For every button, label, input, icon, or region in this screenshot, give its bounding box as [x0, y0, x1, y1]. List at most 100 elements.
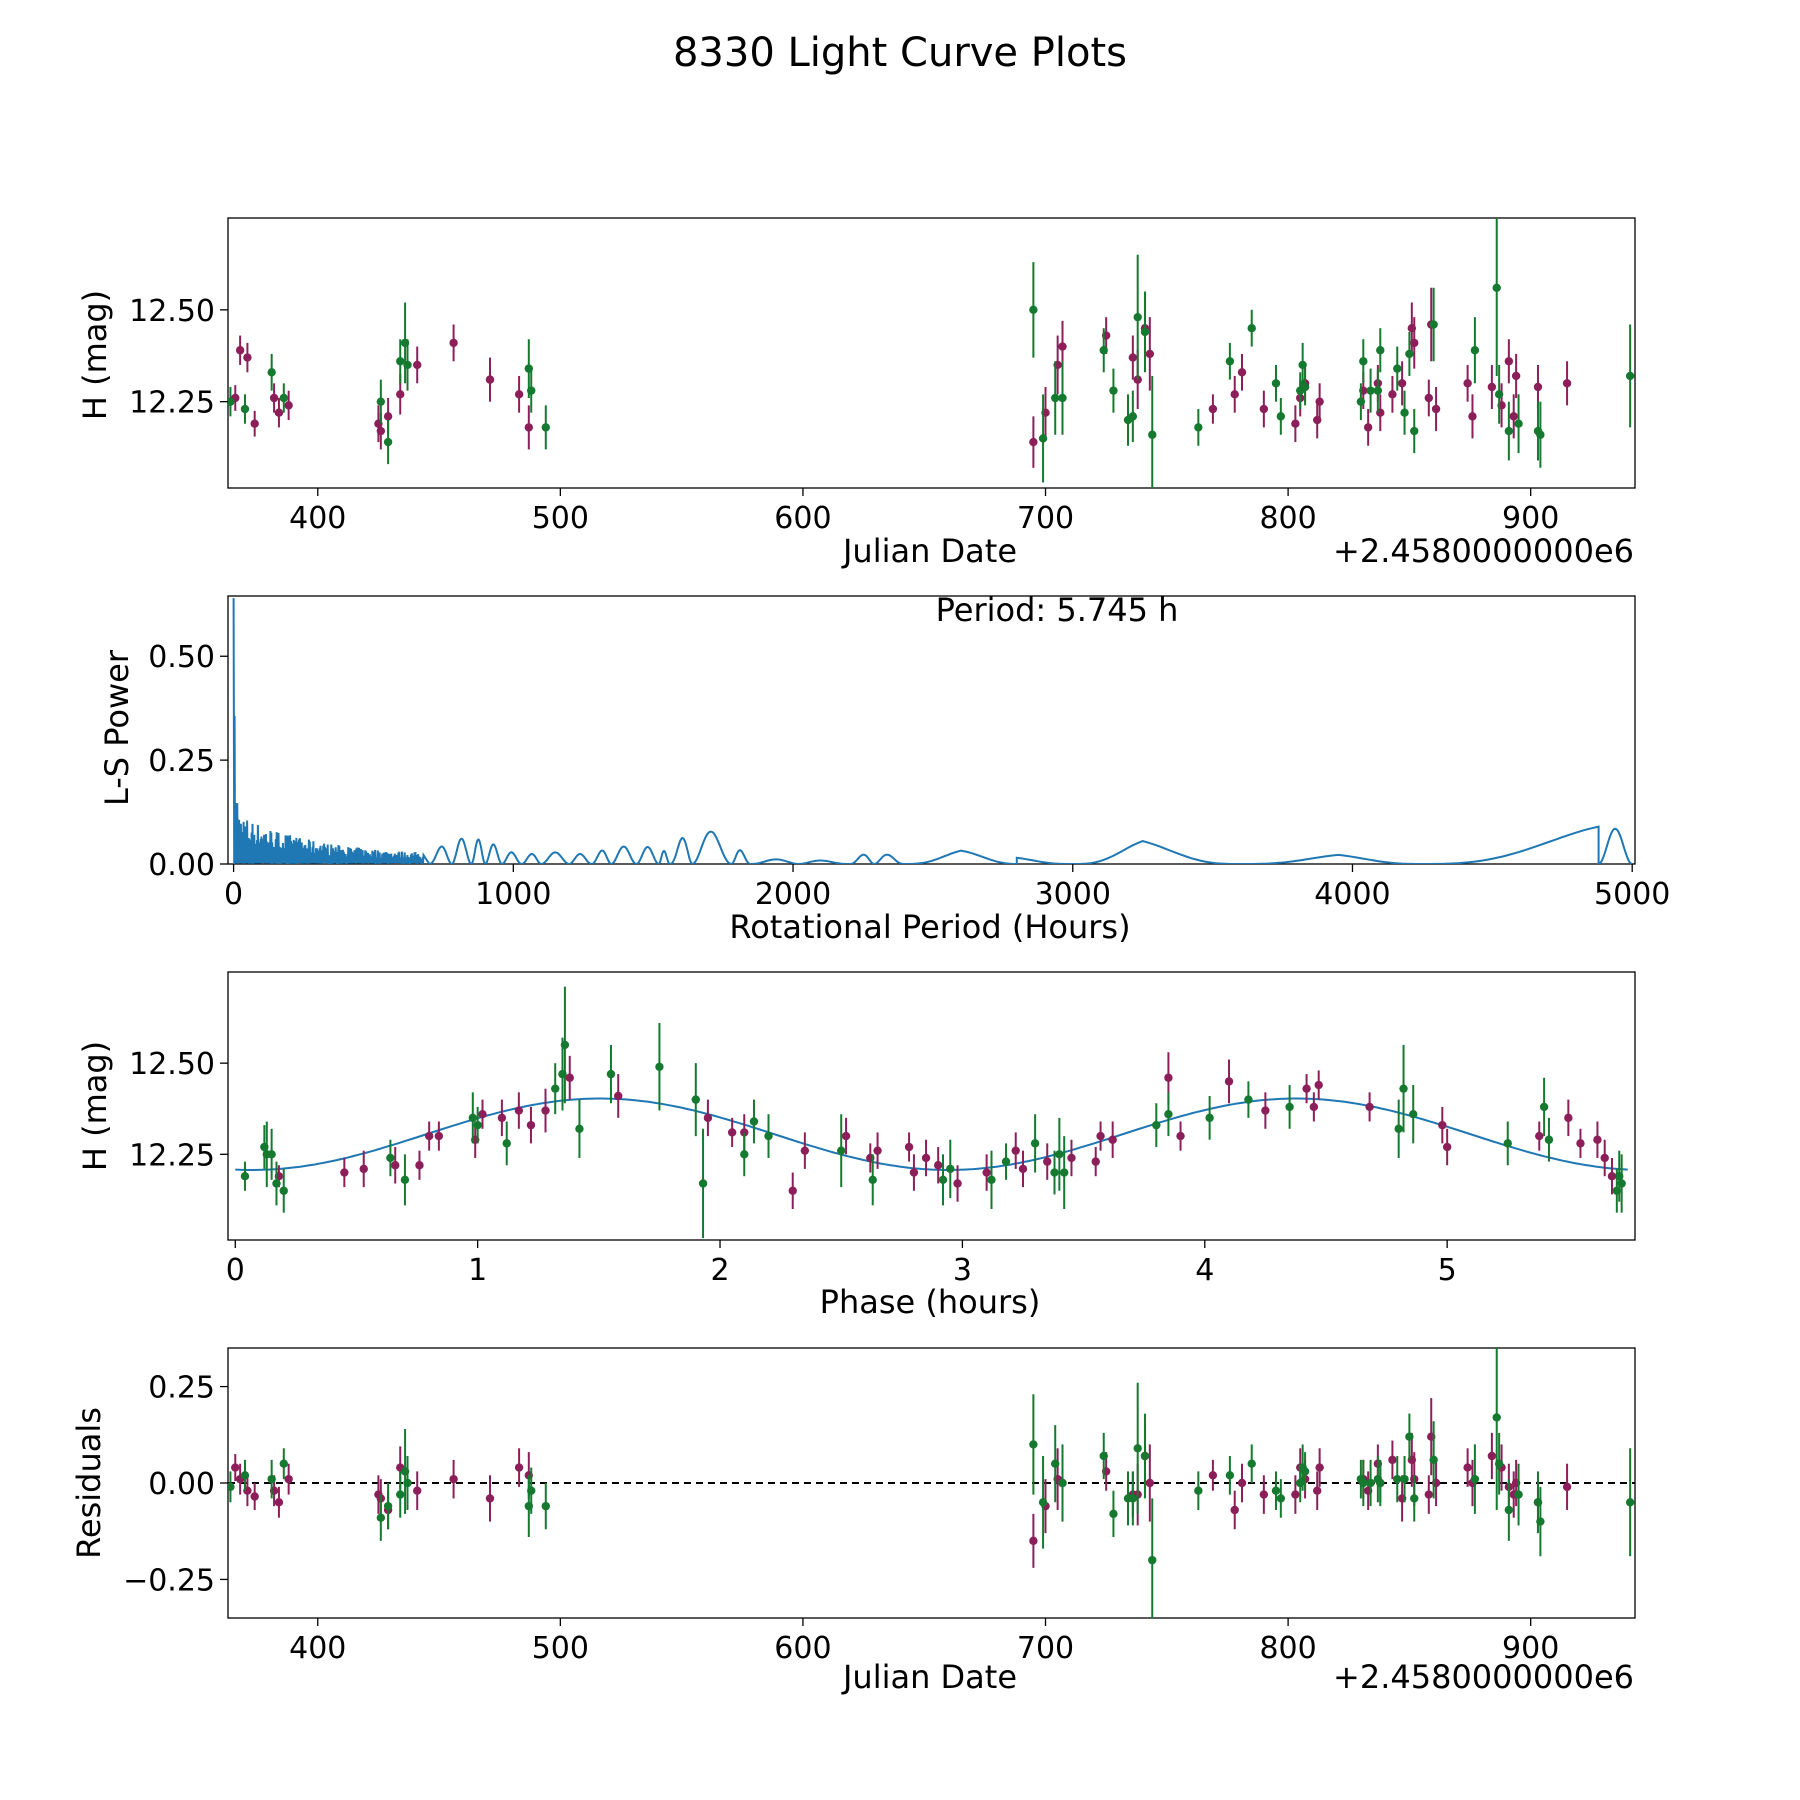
- phase-data-point: [873, 1146, 882, 1155]
- residuals-data-point: [383, 1501, 393, 1511]
- residuals-data-point: [527, 1486, 536, 1495]
- phase-data-point: [1152, 1120, 1161, 1130]
- light-curve-data-point: [1511, 371, 1521, 381]
- residuals-data-point: [1099, 1451, 1108, 1461]
- residuals-data-point: [1405, 1432, 1414, 1441]
- light-curve-data-point: [1359, 357, 1368, 366]
- phase-xtick-label: 0: [226, 1253, 245, 1288]
- residuals-data-point: [1562, 1482, 1572, 1492]
- phase-data-point: [526, 1120, 536, 1130]
- residuals-ytick-label: −0.25: [123, 1563, 215, 1598]
- phase-data-point: [1164, 1110, 1173, 1119]
- phase-data-point: [655, 1062, 664, 1072]
- light-curve-data-point: [1291, 419, 1300, 428]
- residuals-data-point: [279, 1459, 288, 1468]
- phase-data-point: [272, 1179, 281, 1188]
- periodogram-xtick-label: 1000: [475, 877, 551, 912]
- light-curve-data-point: [274, 408, 284, 417]
- residuals-offset-label: +2.4580000000e6: [1333, 1658, 1634, 1696]
- phase-data-point: [1593, 1135, 1602, 1144]
- phase-data-point: [400, 1175, 410, 1185]
- phase-data-point: [1438, 1120, 1447, 1130]
- phase-data-point: [1067, 1153, 1076, 1163]
- phase-data-point: [1544, 1135, 1554, 1144]
- residuals-data-point: [1225, 1471, 1235, 1480]
- light-curve-data-point: [1405, 349, 1414, 359]
- phase-data-point: [1224, 1077, 1234, 1086]
- phase-data-point: [240, 1171, 250, 1181]
- light-curve-ytick-label: 12.25: [129, 386, 215, 421]
- light-curve-data-point: [449, 338, 458, 348]
- phase-data-point: [1176, 1131, 1185, 1141]
- phase-data-point: [691, 1095, 700, 1104]
- residuals-data-point: [1470, 1474, 1480, 1484]
- phase-data-point: [1205, 1113, 1214, 1123]
- periodogram-line: [232, 598, 1633, 864]
- light-curve-data-point: [1625, 371, 1635, 381]
- light-curve-data-point: [1276, 412, 1286, 421]
- light-curve-data-point: [1388, 390, 1397, 399]
- phase-data-point: [1018, 1164, 1028, 1174]
- periodogram-ytick-label: 0.50: [148, 640, 215, 675]
- light-curve-data-point: [1393, 364, 1402, 373]
- residuals-data-point: [1429, 1455, 1438, 1465]
- phase-data-point: [1607, 1171, 1617, 1181]
- light-curve-data-point: [1504, 426, 1514, 436]
- residuals-data-point: [1140, 1451, 1150, 1461]
- phase-data-point: [551, 1084, 560, 1093]
- phase-xtick-label: 3: [953, 1253, 972, 1288]
- phase-data-point: [473, 1120, 482, 1130]
- residuals-xtick-label: 900: [1502, 1631, 1559, 1666]
- residuals-data-point: [403, 1478, 412, 1488]
- phase-data-point: [1261, 1106, 1270, 1115]
- periodogram-xlabel: Rotational Period (Hours): [729, 908, 1130, 946]
- period-annotation: Period: 5.745 h: [936, 591, 1179, 629]
- light-curve-data-point: [376, 426, 386, 436]
- light-curve-ytick-label: 12.50: [129, 294, 215, 329]
- light-curve-data-point: [1300, 382, 1310, 392]
- light-curve-data-point: [1051, 393, 1060, 403]
- light-curve-data-point: [267, 368, 276, 377]
- phase-data-point: [698, 1179, 708, 1188]
- phase-data-point: [575, 1124, 584, 1133]
- residuals-data-point: [1208, 1471, 1218, 1480]
- phase-data-point: [1535, 1131, 1544, 1141]
- residuals-data-point: [240, 1471, 250, 1480]
- light-curve-data-point: [1494, 390, 1504, 399]
- light-curve-data-point: [1431, 404, 1441, 414]
- residuals-data-point: [1058, 1478, 1067, 1488]
- light-curve-data-point: [383, 412, 393, 421]
- light-curve-data-point: [524, 423, 534, 432]
- residuals-data-point: [1029, 1440, 1038, 1449]
- light-curve-data-point: [1366, 386, 1375, 395]
- light-curve-data-point: [235, 346, 245, 355]
- phase-data-point: [1108, 1135, 1117, 1144]
- light-curve-data-point: [514, 390, 524, 399]
- phase-data-point: [1030, 1139, 1040, 1148]
- phase-data-point: [938, 1175, 948, 1185]
- light-curve-xtick-label: 400: [289, 501, 346, 536]
- residuals-data-point: [1494, 1459, 1504, 1468]
- phase-data-point: [267, 1150, 276, 1159]
- light-curve-data-point: [1247, 324, 1256, 333]
- residuals-data-point: [1366, 1478, 1375, 1488]
- residuals-data-point: [1128, 1494, 1138, 1503]
- light-curve-data-point: [1468, 412, 1477, 421]
- periodogram-ylabel: L-S Power: [98, 649, 136, 806]
- residuals-data-point: [1625, 1498, 1635, 1507]
- phase-data-point: [868, 1175, 877, 1185]
- residuals-data-point: [1359, 1478, 1368, 1488]
- phase-data-point: [933, 1161, 943, 1170]
- phase-data-point: [1302, 1084, 1311, 1093]
- light-curve-data-point: [1029, 305, 1038, 315]
- light-curve-data-point: [1509, 412, 1518, 421]
- light-curve-data-point: [1429, 320, 1438, 329]
- phase-data-point: [340, 1168, 349, 1177]
- phase-ytick-label: 12.25: [129, 1138, 215, 1173]
- light-curve-data-point: [396, 390, 405, 399]
- residuals-data-point: [1300, 1467, 1310, 1476]
- phase-data-point: [560, 1040, 570, 1050]
- phase-data-point: [386, 1153, 395, 1163]
- residuals-data-point: [413, 1486, 422, 1495]
